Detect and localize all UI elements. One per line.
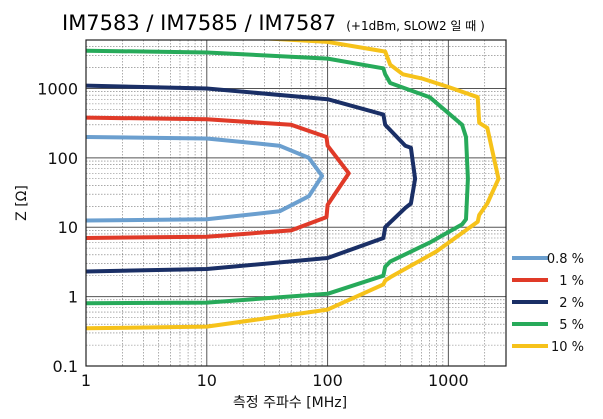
series-line [86, 48, 470, 306]
series-line [86, 115, 351, 240]
x-tick-label: 1000 [428, 371, 469, 390]
legend: 0.8 % 1 % 2 % 5 % 10 % [512, 252, 584, 355]
x-tick-label: 100 [312, 371, 343, 390]
y-tick-label: 1000 [37, 79, 78, 98]
x-tick-label: 1 [81, 371, 91, 390]
y-tick-label: 0.1 [53, 357, 78, 376]
y-axis-label: Z [Ω] [14, 185, 30, 221]
legend-label: 0.8 % [547, 252, 584, 267]
y-tick-label: 1 [68, 288, 78, 307]
legend-label: 10 % [551, 340, 584, 355]
y-tick-label: 100 [47, 149, 78, 168]
plot-frame [85, 39, 507, 367]
y-tick-label: 10 [58, 218, 78, 237]
x-axis-label: 측정 주파수 [MHz] [233, 395, 347, 411]
legend-label: 5 % [559, 318, 584, 333]
legend-label: 2 % [559, 296, 584, 311]
x-tick-label: 10 [197, 371, 217, 390]
series-line [86, 135, 325, 223]
chart-title-main: IM7583 / IM7585 / IM7587 [62, 11, 336, 35]
legend-label: 1 % [559, 274, 584, 289]
series-line [86, 83, 418, 274]
chart-subtitle: (+1dBm, SLOW2 일 때 ) [346, 19, 485, 33]
series-line [86, 40, 501, 331]
series-curves [86, 40, 501, 331]
chart-title: IM7583 / IM7585 / IM7587 (+1dBm, SLOW2 일… [62, 11, 485, 35]
